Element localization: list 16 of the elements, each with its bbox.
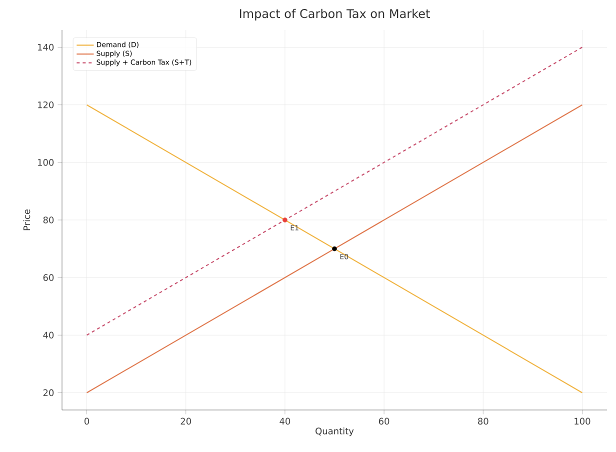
y-tick-label: 100: [38, 159, 54, 166]
x-tick-label: 0: [84, 418, 90, 425]
y-tick-label: 120: [38, 101, 54, 108]
x-axis-title: Quantity: [316, 427, 354, 436]
y-axis-title: Price: [23, 209, 30, 230]
y-tick-label: 20: [43, 389, 54, 396]
chart-title: Impact of Carbon Tax on Market: [240, 8, 430, 20]
x-tick-label: 40: [280, 418, 290, 425]
x-tick-label: 80: [478, 418, 488, 425]
x-tick-label: 100: [574, 418, 590, 425]
y-tick-label: 60: [43, 274, 54, 281]
y-tick-label: 140: [38, 44, 54, 51]
y-tick-label: 40: [43, 332, 54, 339]
x-tick-label: 60: [378, 418, 390, 425]
x-tick-label: 20: [180, 418, 191, 425]
y-tick-label: 80: [43, 216, 54, 224]
